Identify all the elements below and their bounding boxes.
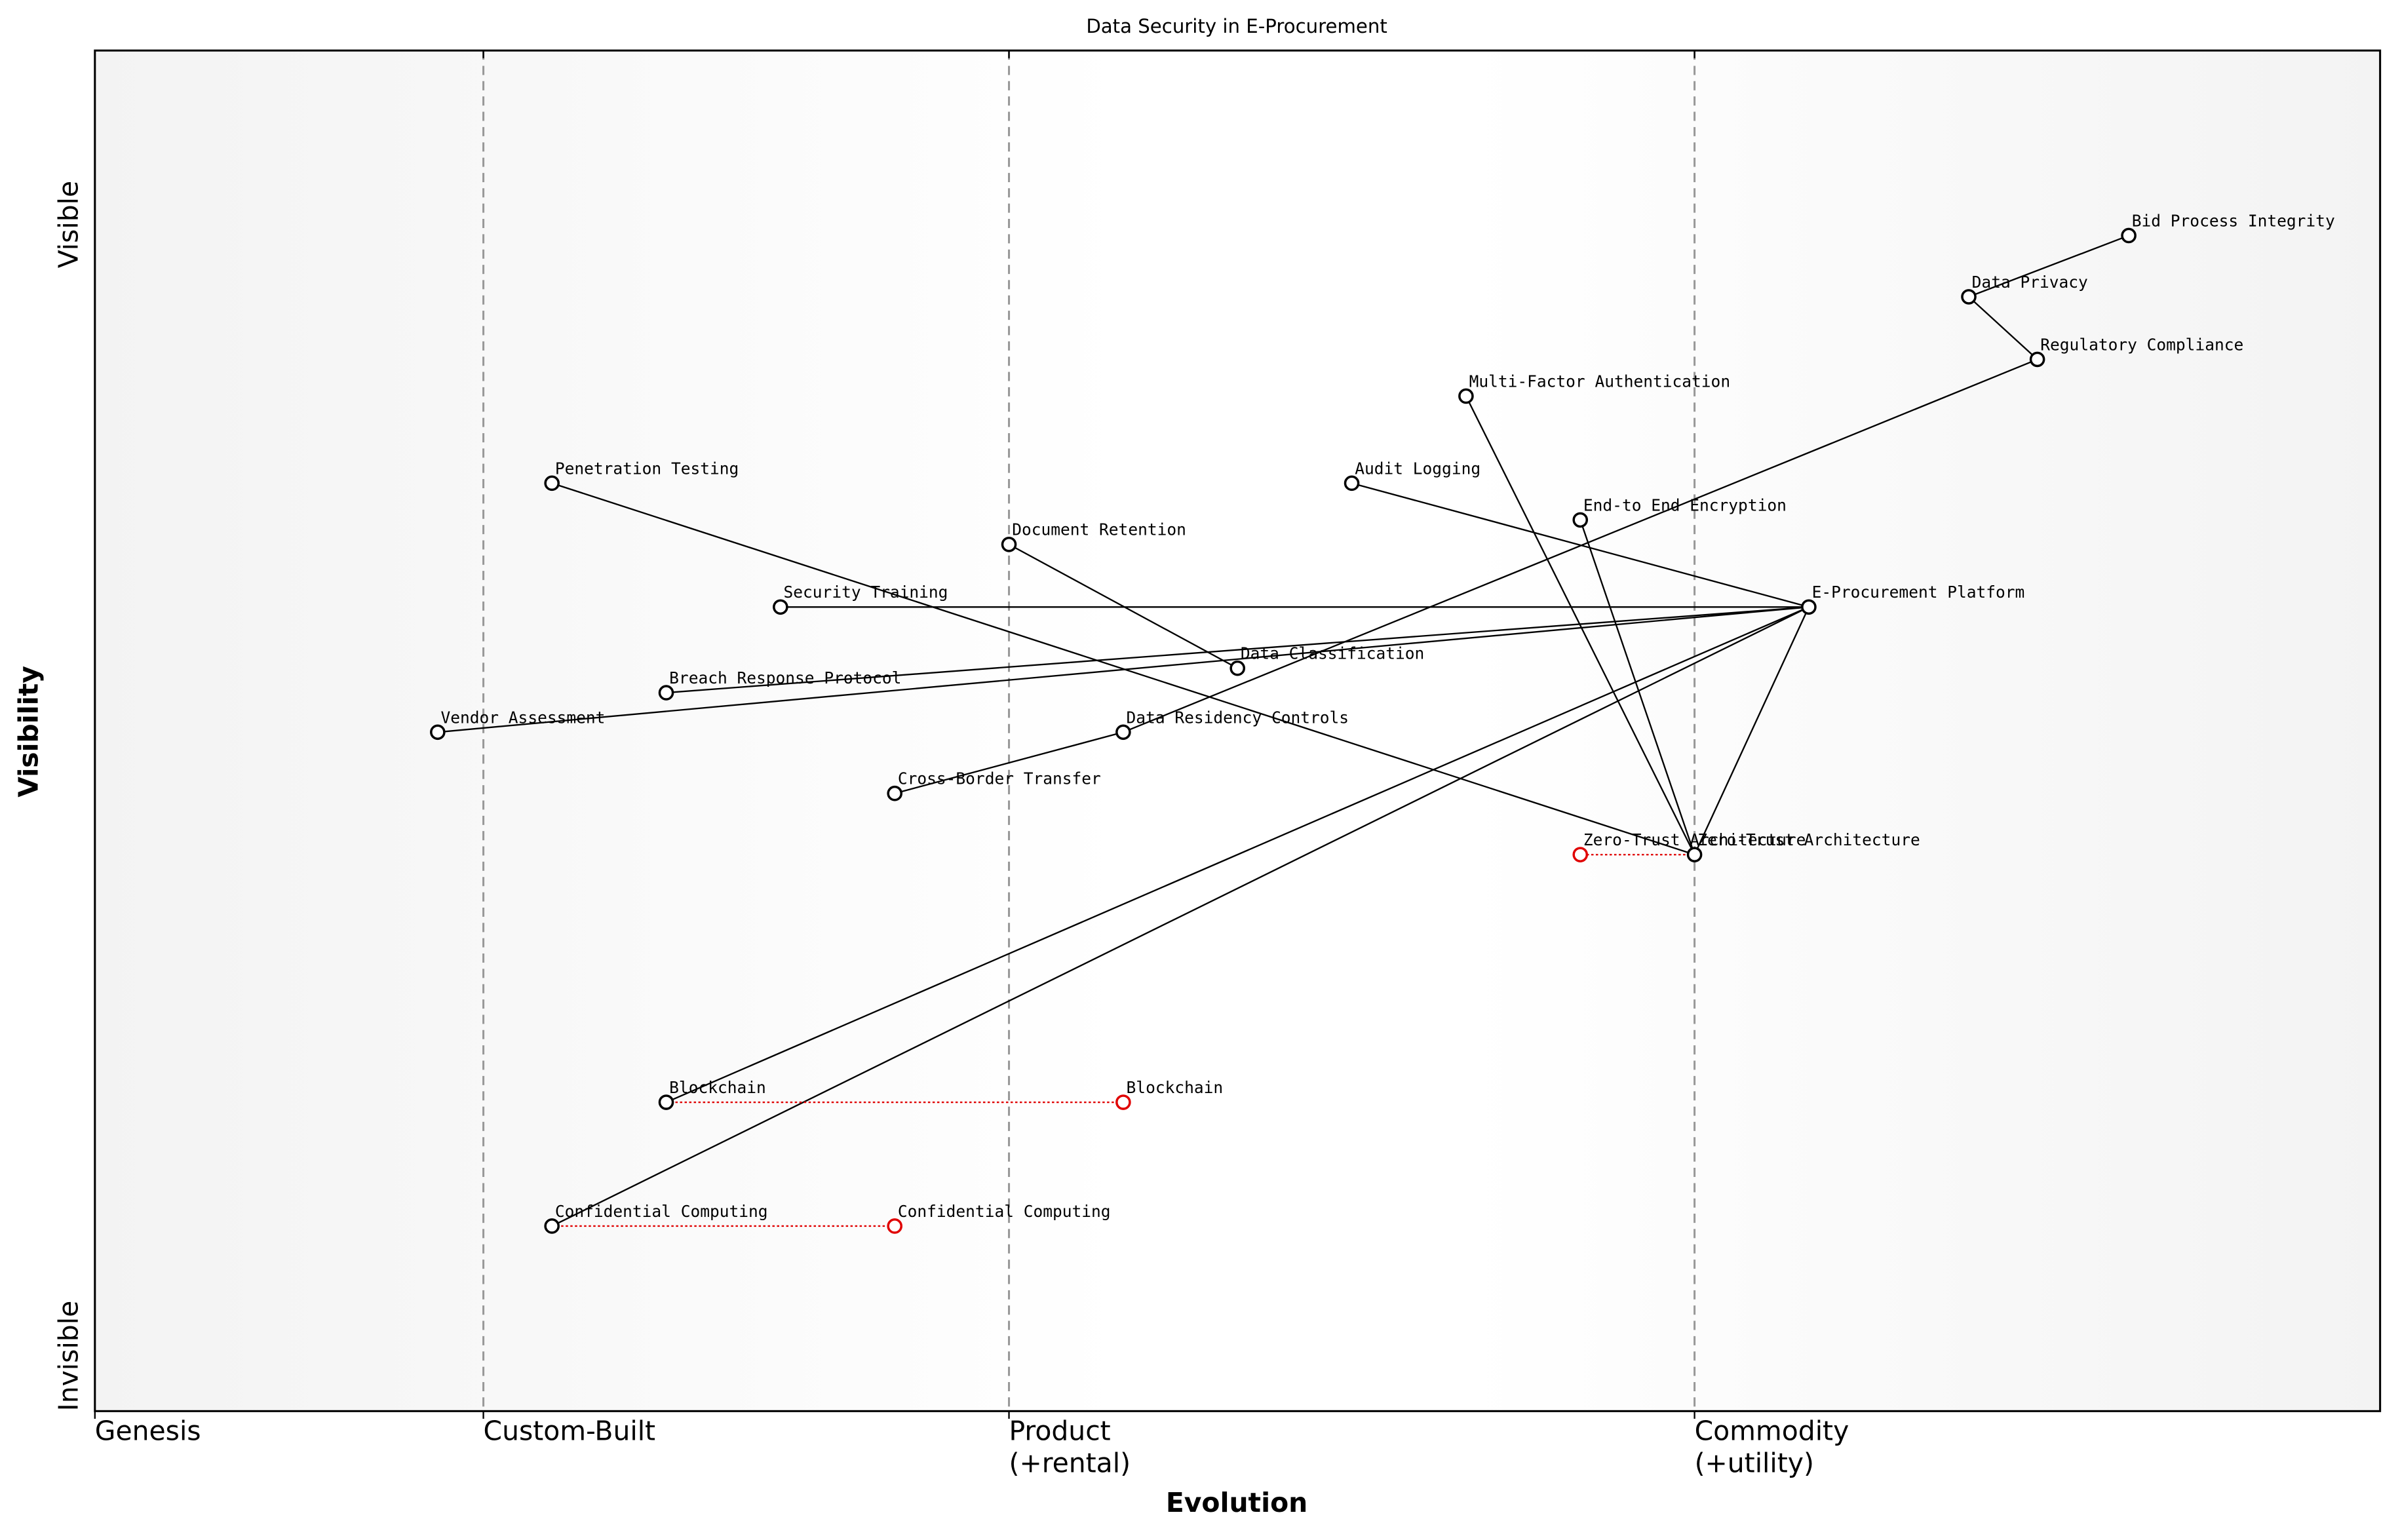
- component-label: Penetration Testing: [555, 459, 739, 478]
- link: [1968, 235, 2129, 298]
- link: [1579, 520, 1695, 855]
- component: [544, 1218, 560, 1234]
- link: [437, 606, 1810, 733]
- component: [1572, 512, 1589, 528]
- component-label: Zero-Trust Architecture: [1697, 830, 1920, 849]
- x-tick-label-box: Custom-Built: [483, 1417, 656, 1448]
- component: [1961, 289, 1977, 305]
- component: [1801, 599, 1817, 615]
- component-label: Document Retention: [1012, 520, 1186, 539]
- evolution-label: Blockchain: [1127, 1078, 1224, 1097]
- x-tick-label: Commodity (+utility): [1694, 1417, 1849, 1480]
- link: [551, 606, 1810, 1227]
- component: [1229, 660, 1246, 676]
- x-tick-label: Product (+rental): [1009, 1417, 1131, 1480]
- x-tick-label: Genesis: [94, 1417, 201, 1448]
- x-tick-label-box: Genesis: [94, 1417, 201, 1448]
- component: [887, 785, 902, 801]
- x-tick-label-box: Product (+rental): [1009, 1417, 1131, 1480]
- plot: Visible Invisible Genesis Custom-Built Produ…: [52, 49, 2382, 1480]
- component: [1344, 475, 1360, 491]
- link: [1968, 296, 2038, 360]
- component: [658, 685, 674, 701]
- x-tick-label: Custom-Built: [483, 1417, 656, 1448]
- evolution-point: [887, 1218, 902, 1234]
- component-label: E-Procurement Platform: [1812, 583, 2025, 602]
- component: [2121, 227, 2137, 244]
- chart-title: Data Security in E-Procurement: [1086, 15, 1387, 37]
- component: [430, 724, 446, 741]
- evolution-point: [1115, 1094, 1131, 1110]
- component-label: Security Training: [784, 583, 948, 602]
- component: [773, 599, 788, 615]
- component: [658, 1094, 674, 1110]
- link: [666, 606, 1810, 694]
- component: [1686, 847, 1703, 862]
- plot-frame: [94, 49, 2382, 1412]
- component-label: Multi-Factor Authentication: [1469, 372, 1731, 391]
- y-bottom-label: Invisible: [52, 1301, 84, 1412]
- component-label: Cross-Border Transfer: [898, 769, 1101, 788]
- component: [544, 475, 560, 491]
- x-tick-label-box: Commodity (+utility): [1694, 1417, 1849, 1480]
- component: [1001, 536, 1017, 552]
- evolution-point: [1572, 847, 1589, 862]
- component-label: Breach Response Protocol: [669, 668, 901, 687]
- link: [1351, 482, 1810, 608]
- plot-background: [94, 50, 2380, 1412]
- link: [1694, 606, 1810, 855]
- component-label: Audit Logging: [1355, 459, 1481, 478]
- y-axis-label: Visibility: [13, 666, 45, 798]
- component-label: Data Privacy: [1972, 273, 2088, 292]
- component-label: Vendor Assessment: [440, 708, 605, 727]
- component-label: Regulatory Compliance: [2040, 335, 2243, 354]
- link: [894, 731, 1124, 794]
- component-label: Confidential Computing: [555, 1202, 768, 1221]
- component: [1458, 388, 1474, 404]
- component: [2029, 351, 2045, 368]
- x-axis-label: Evolution: [1166, 1487, 1307, 1518]
- component-label: Data Classification: [1241, 644, 1424, 663]
- component-label: Bid Process Integrity: [2132, 211, 2335, 230]
- component: [1115, 724, 1131, 741]
- link: [666, 606, 1810, 1104]
- component-label: End-to End Encryption: [1583, 495, 1787, 514]
- component-label: Data Residency Controls: [1127, 708, 1349, 727]
- y-top-label: Visible: [52, 181, 84, 268]
- component-label: Blockchain: [669, 1078, 766, 1097]
- evolution-label: Zero-Trust Architecture: [1583, 830, 1806, 849]
- link: [1465, 395, 1695, 855]
- evolution-label: Confidential Computing: [898, 1202, 1111, 1221]
